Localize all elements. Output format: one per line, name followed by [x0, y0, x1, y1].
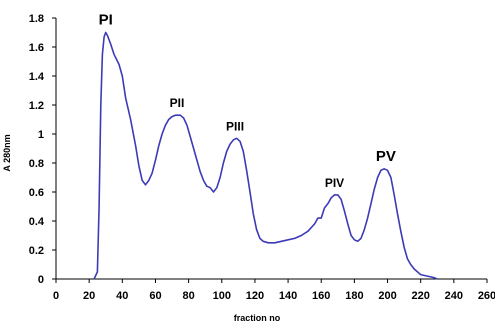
peak-label: PI	[99, 12, 113, 29]
y-tick-label: 0	[38, 274, 44, 286]
y-tick-label: 1	[38, 129, 44, 141]
x-tick-label: 20	[83, 290, 95, 302]
annotations: PI PII PIII PIV PV	[99, 12, 396, 190]
y-tick-label: 1.6	[29, 42, 44, 54]
y-tick-label: 0.8	[29, 158, 44, 170]
peak-label: PIII	[226, 119, 244, 133]
x-tick-label: 260	[478, 290, 495, 302]
x-tick-label: 120	[246, 290, 264, 302]
y-axis-title: A 280nm	[2, 134, 12, 171]
peak-label: PV	[376, 148, 396, 165]
peak-label: PIV	[325, 176, 344, 190]
y-tick-label: 1.8	[29, 13, 44, 25]
x-tick-label: 180	[345, 290, 363, 302]
y-tick-label: 1.2	[29, 100, 44, 112]
x-tick-label: 200	[378, 290, 396, 302]
x-tick-label: 40	[116, 290, 128, 302]
x-tick-label: 100	[213, 290, 231, 302]
x-tick-label: 160	[312, 290, 330, 302]
x-tick-label: 240	[445, 290, 463, 302]
x-tick-label: 220	[412, 290, 430, 302]
peak-label: PII	[170, 96, 185, 110]
axes	[56, 18, 487, 279]
x-tick-label: 80	[182, 290, 194, 302]
y-tick-label: 0.6	[29, 187, 44, 199]
x-tick-label: 0	[53, 290, 59, 302]
x-tick-label: 140	[279, 290, 297, 302]
y-tick-label: 0.2	[29, 245, 44, 257]
ticks: 0 0.2 0.4 0.6 0.8 1 1.2 1.4 1.6 1.8 0 20 40 60 80 100 12…	[29, 13, 495, 302]
y-tick-label: 1.4	[29, 71, 45, 83]
x-axis-title: fraction no	[234, 313, 281, 323]
y-tick-label: 0.4	[29, 216, 45, 228]
x-tick-label: 60	[149, 290, 161, 302]
